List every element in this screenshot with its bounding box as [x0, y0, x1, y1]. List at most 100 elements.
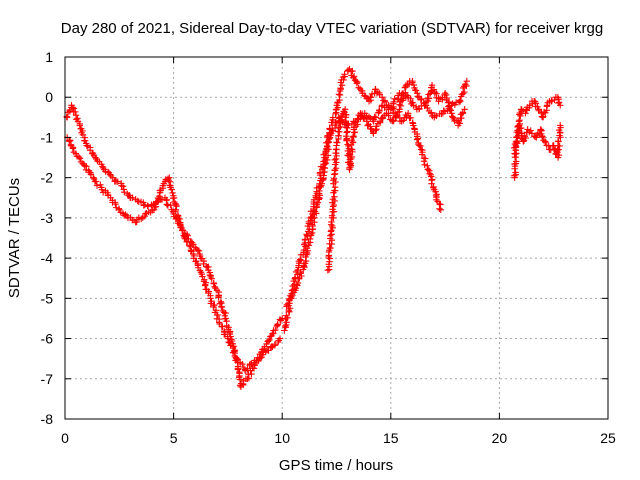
data-point [554, 147, 561, 154]
data-point [74, 115, 81, 122]
data-point [459, 109, 467, 116]
data-point [86, 146, 94, 154]
data-point [274, 321, 281, 329]
data-point [122, 211, 129, 218]
data-point [276, 335, 284, 342]
data-point [371, 113, 378, 121]
y-axis-label: SDTVAR / TECUs [6, 178, 23, 298]
data-point [83, 142, 90, 149]
data-point [179, 227, 187, 234]
data-point [283, 312, 290, 319]
data-point [340, 76, 347, 84]
data-point [390, 98, 397, 106]
data-point [414, 93, 421, 100]
data-point [314, 199, 322, 206]
data-point [195, 247, 203, 255]
data-point [381, 98, 389, 105]
x-tick-label: 0 [61, 430, 69, 446]
data-point [134, 197, 141, 205]
data-point [92, 178, 100, 185]
data-point [512, 158, 520, 165]
data-point [318, 180, 326, 187]
data-point [344, 67, 352, 74]
y-tick-label: -7 [41, 371, 54, 387]
data-point [410, 102, 417, 109]
data-point [367, 93, 375, 101]
data-point [330, 203, 337, 210]
data-point [177, 221, 184, 228]
data-point [418, 151, 426, 158]
data-point [208, 275, 215, 282]
data-point [63, 113, 70, 120]
chart-title: Day 280 of 2021, Sidereal Day-to-day VTE… [61, 20, 603, 37]
data-point [396, 101, 403, 108]
data-point [184, 238, 191, 246]
data-point [309, 222, 316, 230]
data-point [152, 199, 159, 207]
data-point [344, 128, 351, 135]
data-point [294, 266, 301, 274]
y-tick-label: 0 [45, 89, 53, 105]
data-point [331, 156, 338, 164]
data-point [378, 94, 386, 101]
data-point [338, 82, 346, 89]
data-point [317, 183, 324, 191]
data-point [236, 376, 244, 383]
data-point [119, 183, 127, 190]
y-tick-label: -1 [41, 129, 54, 145]
data-point [156, 193, 163, 200]
data-point [328, 222, 336, 230]
data-point [325, 139, 333, 146]
y-tick-labels: 1 0 -1 -2 -3 -4 -5 -6 -7 -8 [41, 49, 54, 427]
data-point [555, 151, 563, 159]
data-point [341, 106, 349, 113]
data-point [75, 153, 83, 161]
data-point [461, 88, 468, 96]
data-points [63, 65, 564, 391]
data-point [412, 87, 420, 94]
data-point [214, 311, 221, 319]
data-point [335, 91, 343, 98]
y-tick-label: 1 [45, 49, 53, 65]
data-point [106, 171, 114, 178]
series-track-a [63, 102, 286, 391]
data-point [413, 136, 421, 143]
data-point [306, 235, 314, 243]
data-point [216, 300, 224, 307]
data-point [201, 282, 209, 289]
data-point [239, 360, 246, 368]
y-tick-label: -2 [41, 170, 54, 186]
series-track-g [510, 122, 564, 161]
y-tick-label: -3 [41, 210, 54, 226]
data-point [354, 115, 361, 122]
data-point [281, 322, 289, 330]
data-point [231, 349, 239, 357]
data-point [168, 186, 175, 193]
data-point [118, 182, 125, 189]
data-point [210, 303, 217, 311]
data-point [436, 205, 443, 212]
data-point [456, 97, 464, 104]
data-point [165, 177, 172, 184]
data-point [185, 242, 193, 249]
data-point [332, 165, 340, 172]
data-point [427, 109, 435, 117]
data-point [333, 139, 341, 146]
data-point [540, 113, 547, 120]
data-point [311, 208, 319, 215]
data-point [461, 106, 468, 113]
data-point [329, 206, 336, 213]
data-point [449, 114, 457, 121]
data-point [511, 150, 518, 157]
data-point [520, 138, 527, 145]
data-point [224, 335, 232, 342]
y-tick-label: -8 [41, 411, 54, 427]
x-tick-label: 25 [600, 430, 616, 446]
plot-frame [64, 56, 609, 420]
data-point [138, 215, 145, 223]
data-point [69, 104, 76, 111]
data-point [446, 106, 454, 113]
data-point [281, 327, 288, 334]
data-point [400, 117, 407, 124]
data-point [279, 315, 286, 322]
